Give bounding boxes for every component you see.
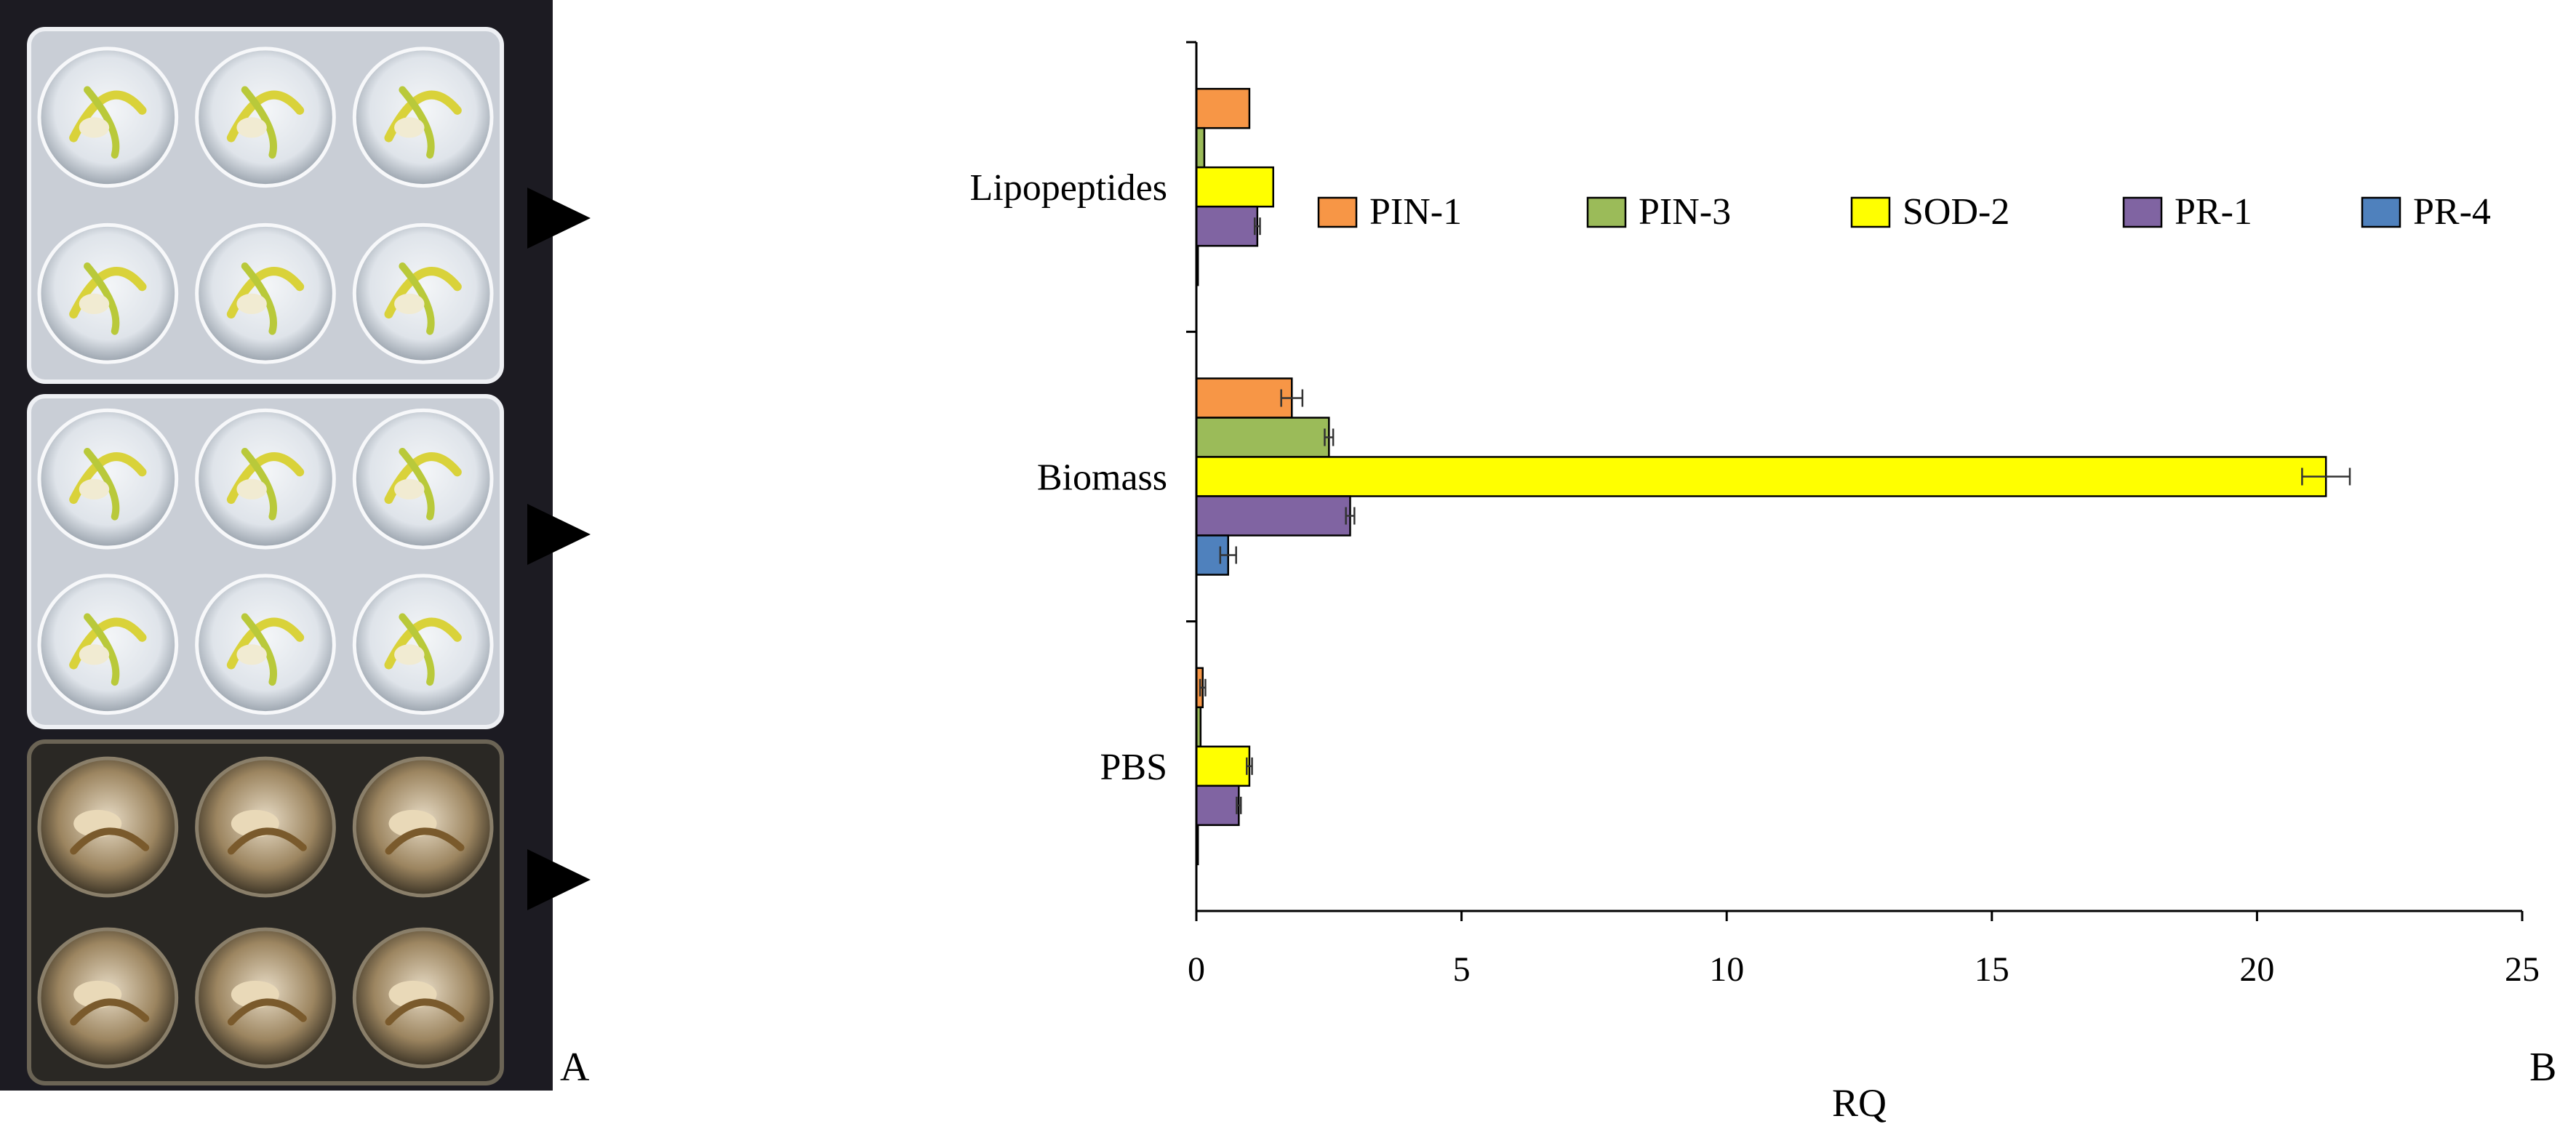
legend-label: PIN-1 [1369,191,1462,233]
plate-well [37,222,179,364]
legend-swatch [2361,196,2401,228]
x-tick-label: 10 [1709,950,1744,989]
arrow-marker-icon [527,188,591,249]
seedling-plates-photo [0,0,591,1091]
plate-well [352,756,494,898]
x-axis-title: RQ [1832,1081,1887,1125]
bar-pin-3-lipopeptides [1195,127,1206,169]
plate-well [352,574,494,715]
x-tick-label: 0 [1188,950,1205,989]
plate-well [37,574,179,715]
legend-swatch [1317,196,1358,228]
legend-item: PR-1 [2122,191,2252,233]
legend-item: PIN-1 [1317,191,1462,233]
plate-well [352,408,494,550]
culture-plate [27,739,504,1085]
plate-well [352,927,494,1069]
plate-well [195,408,336,550]
panel-a-label: A [560,1045,590,1090]
legend-swatch [1850,196,1891,228]
arrow-marker-icon [527,504,591,565]
error-bar [1199,678,1207,697]
error-bar [1236,796,1242,814]
bar-pr-1-biomass [1195,495,1351,537]
bar-pr-1-pbs [1195,784,1240,827]
bar-sod-2-lipopeptides [1195,166,1274,208]
error-bar [1345,507,1356,525]
x-tick-label: 15 [1975,950,2009,989]
category-label: PBS [1100,747,1167,788]
legend-swatch [2122,196,2163,228]
arrow-marker-icon [527,849,591,910]
error-bar [1246,757,1253,775]
plate-well [37,927,179,1069]
legend-label: PR-4 [2413,191,2491,233]
error-bar [2301,467,2351,486]
culture-plate [27,27,504,384]
legend-item: PIN-3 [1586,191,1731,233]
bar-pr-1-lipopeptides [1195,205,1259,247]
plate-well [37,756,179,898]
legend-label: PIN-3 [1639,191,1731,233]
plate-well [195,47,336,188]
category-label: Biomass [1037,457,1167,499]
error-bar [1219,546,1237,564]
legend-swatch [1586,196,1627,228]
legend-item: PR-4 [2361,191,2491,233]
plate-well [195,222,336,364]
bar-pin-1-biomass [1195,377,1293,419]
bar-sod-2-pbs [1195,745,1251,787]
plate-well [352,47,494,188]
bar-sod-2-biomass [1195,456,2327,497]
rq-bar-chart: Lipopeptides Biomass PBS 0 5 10 15 20 25 RQ PIN-1… [969,41,2540,1125]
error-bar [1280,389,1304,407]
bar-pr-4-biomass [1195,534,1230,576]
plate-well [37,47,179,188]
x-tick-label: 5 [1453,950,1471,989]
x-tick-label: 20 [2239,950,2274,989]
bar-pin-3-biomass [1195,417,1330,458]
panel-b-label: B [2529,1045,2557,1090]
category-label: Lipopeptides [969,167,1167,209]
legend-label: PR-1 [2175,191,2252,233]
plate-well [37,408,179,550]
x-tick-label: 25 [2505,950,2540,989]
legend-item: SOD-2 [1850,191,2009,233]
legend-label: SOD-2 [1903,191,2009,233]
error-bar [1324,428,1335,446]
culture-plate [27,394,504,729]
plate-well [195,756,336,898]
plate-well [195,574,336,715]
error-bar [1253,217,1261,236]
plate-well [352,222,494,364]
bar-pin-1-lipopeptides [1195,87,1251,129]
plate-well [195,927,336,1069]
